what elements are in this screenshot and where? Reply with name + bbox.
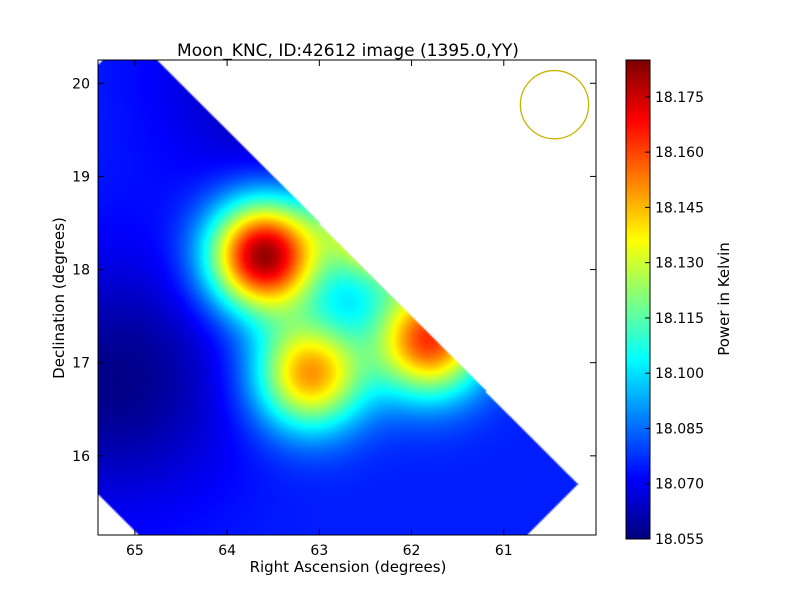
y-tick-label: 19 xyxy=(72,169,90,185)
y-axis-ticks: 16 17 18 19 20 xyxy=(72,76,596,465)
colorbar-tick-label: 18.175 xyxy=(655,90,704,106)
x-tick-label: 61 xyxy=(495,543,513,559)
chart-title: Moon_KNC, ID:42612 image (1395.0,YY) xyxy=(177,41,519,61)
x-tick-label: 63 xyxy=(310,543,328,559)
beam-circle xyxy=(519,69,590,140)
image-axes: 65 64 63 62 61 16 17 18 19 20 xyxy=(72,59,597,559)
x-tick-label: 64 xyxy=(218,543,236,559)
colorbar-tick-label: 18.100 xyxy=(655,366,704,382)
y-tick-label: 16 xyxy=(72,449,90,465)
colorbar-frame xyxy=(625,59,651,540)
colorbar-tick-label: 18.145 xyxy=(655,200,704,216)
y-axis-label: Declination (degrees) xyxy=(50,217,68,379)
y-tick-label: 17 xyxy=(72,356,90,372)
colorbar-tick-label: 18.130 xyxy=(655,256,704,272)
colorbar-label: Power in Kelvin xyxy=(715,242,733,356)
x-tick-label: 65 xyxy=(126,543,144,559)
colorbar-tick-label: 18.115 xyxy=(655,311,704,327)
x-axis-ticks: 65 64 63 62 61 xyxy=(126,60,513,559)
x-axis-label: Right Ascension (degrees) xyxy=(250,558,447,576)
colorbar-tick-label: 18.070 xyxy=(655,477,704,493)
x-tick-label: 62 xyxy=(403,543,421,559)
colorbar-gradient xyxy=(626,60,650,539)
colorbar-tick-label: 18.085 xyxy=(655,421,704,437)
colorbar-tick-label: 18.160 xyxy=(655,145,704,161)
colorbar-ticks: 18.055 18.070 18.085 18.100 18.115 18.130 18.1… xyxy=(645,90,704,548)
y-tick-label: 18 xyxy=(72,263,90,279)
colorbar-tick-label: 18.055 xyxy=(655,532,704,548)
colorbar: 18.055 18.070 18.085 18.100 18.115 18.130 18.1… xyxy=(625,59,704,548)
plot-frame xyxy=(97,59,597,536)
y-tick-label: 20 xyxy=(72,76,90,92)
heatmap-image xyxy=(98,60,596,535)
